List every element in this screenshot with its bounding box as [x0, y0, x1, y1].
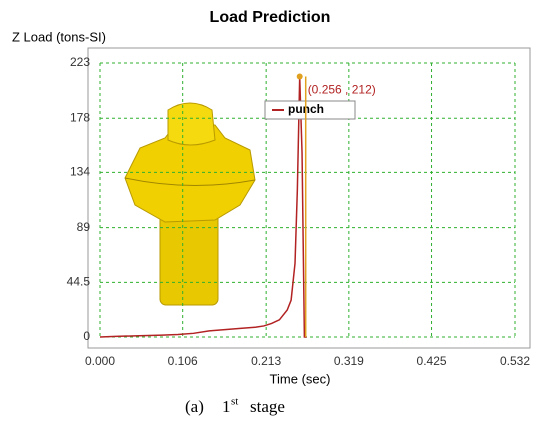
x-tick-label: 0.319 — [334, 354, 364, 368]
x-tick-label: 0.532 — [500, 354, 530, 368]
x-tick-label: 0.425 — [417, 354, 447, 368]
y-tick-label: 223 — [70, 55, 90, 69]
y-tick-label: 0 — [83, 329, 90, 343]
caption-text: stage — [250, 397, 285, 416]
annotation-marker — [297, 74, 303, 80]
x-axis-label: Time (sec) — [270, 371, 331, 386]
chart-title: Load Prediction — [210, 9, 331, 26]
y-tick-label: 134 — [70, 165, 90, 179]
x-tick-label: 0.213 — [251, 354, 281, 368]
x-tick-label: 0.000 — [85, 354, 115, 368]
annotation-text: (0.256 , 212) — [308, 83, 376, 97]
caption-label: (a) — [185, 397, 204, 416]
caption-number: 1 — [222, 397, 231, 416]
y-tick-label: 89 — [77, 220, 91, 234]
y-tick-label: 44.5 — [67, 274, 91, 288]
chart: Load Prediction Z Load (tons-SI) Time (s… — [0, 0, 538, 421]
y-tick-label: 178 — [70, 110, 90, 124]
y-axis-label: Z Load (tons-SI) — [12, 29, 106, 44]
x-tick-label: 0.106 — [168, 354, 198, 368]
part-image — [125, 103, 255, 305]
caption-suffix: st — [231, 396, 238, 408]
